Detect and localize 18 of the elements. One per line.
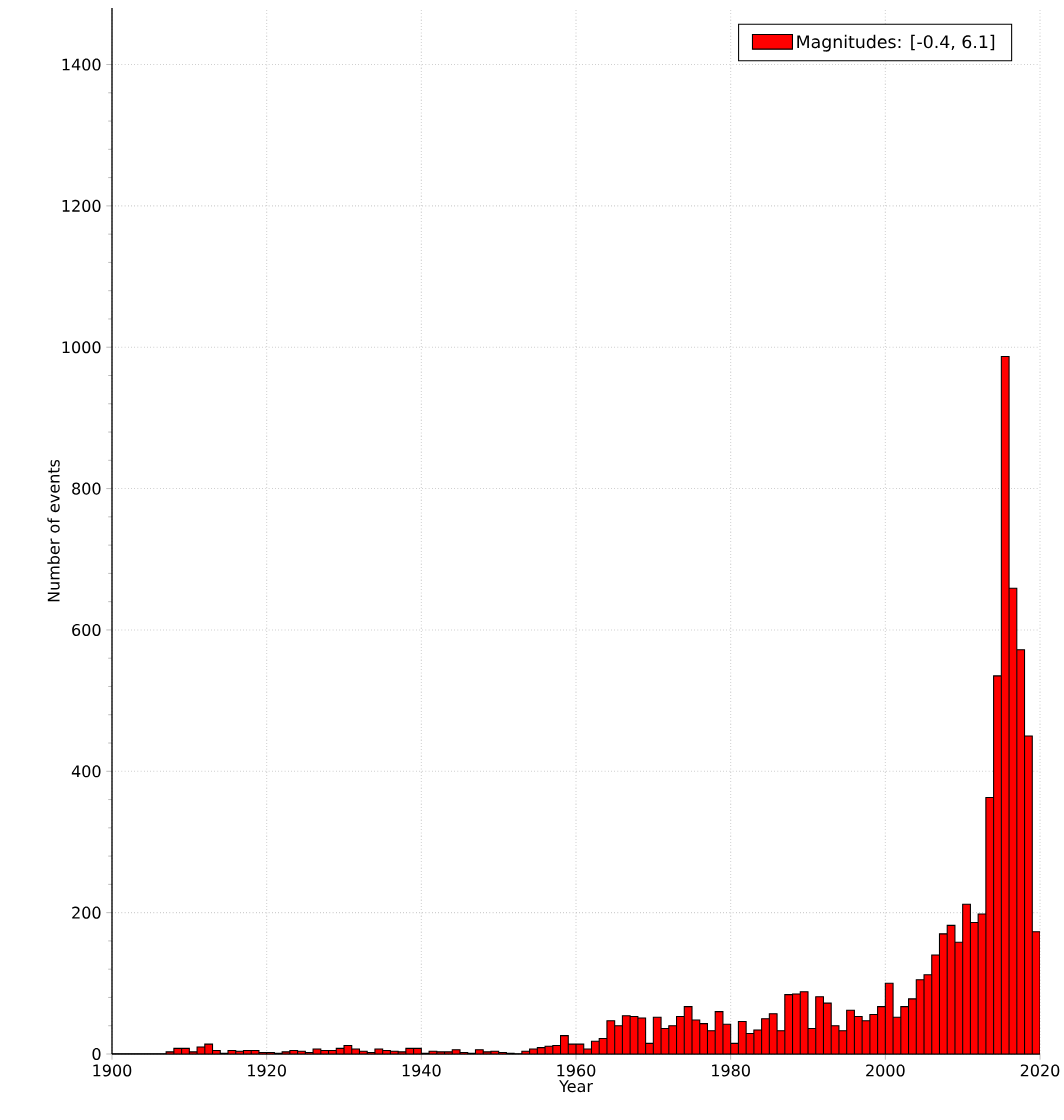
x-tick-label: 1980	[712, 1064, 750, 1077]
x-tick-label: 1960	[557, 1064, 596, 1077]
x-tick-label: 1940	[402, 1064, 441, 1077]
y-tick-label: 0	[92, 1047, 101, 1061]
y-tick-label: 800	[72, 482, 101, 495]
y-tick-label: 1400	[62, 58, 101, 71]
legend-label: Magnitudes: [-0.4, 6.1]	[797, 34, 995, 52]
x-tick-label: 2020	[1020, 1064, 1060, 1077]
y-tick-label: 200	[72, 906, 101, 919]
y-tick-label: 1200	[62, 199, 101, 212]
x-tick-label: 2000	[866, 1064, 905, 1077]
x-axis-title: Year	[559, 1080, 593, 1093]
y-tick-label: 400	[71, 765, 101, 778]
x-tick-label: 1900	[93, 1064, 132, 1077]
y-axis-title: Number of events	[47, 459, 60, 602]
y-tick-label: 600	[72, 623, 101, 636]
y-tick-label: 1000	[62, 341, 101, 354]
x-tick-label: 1920	[248, 1064, 286, 1077]
